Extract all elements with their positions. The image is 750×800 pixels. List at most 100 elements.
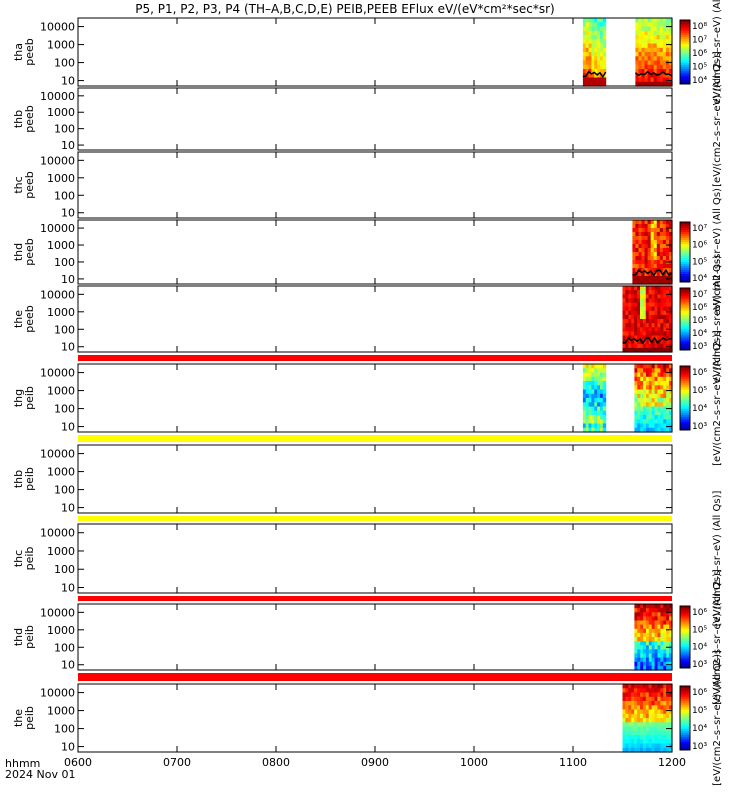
y-tick-label: 100 — [54, 563, 75, 576]
colorbar-frame — [679, 287, 691, 351]
panel-label-line: thd — [12, 243, 25, 261]
panel-frame — [77, 151, 673, 219]
colorbar-tick-label: 10⁵ — [692, 257, 707, 267]
panel-thd-peib-bar — [78, 596, 672, 601]
colorbar-frame — [679, 221, 691, 283]
x-tick-label: 0600 — [64, 756, 92, 769]
panel-frame — [77, 603, 673, 671]
panel-the-peib-bar — [78, 673, 672, 681]
colorbar-tick-label: 10⁶ — [692, 303, 707, 313]
panel-label-line: tha — [12, 43, 25, 61]
colorbar-tick-label: 10³ — [692, 660, 707, 670]
y-tick-label: 10000 — [40, 21, 75, 34]
status-bar-yellow — [78, 516, 672, 521]
panel-frame — [77, 683, 673, 753]
y-tick-label: 10000 — [40, 288, 75, 301]
y-tick-label: 1000 — [47, 385, 75, 398]
x-tick-label: 0700 — [163, 756, 191, 769]
y-tick-label: 1000 — [47, 466, 75, 479]
y-tick-label: 1000 — [47, 624, 75, 637]
y-tick-label: 10000 — [40, 90, 75, 103]
colorbar-tick-label: 10⁴ — [692, 404, 707, 414]
colorbar-tick-label: 10⁷ — [692, 290, 707, 300]
y-tick-label: 100 — [54, 403, 75, 416]
panel-label-line: peib — [23, 625, 36, 649]
colorbar-tick-label: 10⁷ — [692, 36, 707, 46]
colorbar-label: eV/(cm2–s–sr–eV) (Al — [712, 0, 723, 105]
y-tick-label: 10000 — [40, 367, 75, 380]
y-tick-label: 10000 — [40, 222, 75, 235]
colorbar-tick-label: 10⁴ — [692, 724, 707, 734]
colorbar-tick-label: 10⁸ — [692, 22, 707, 32]
panel-frame — [77, 444, 673, 514]
colorbar-tick-label: 10⁴ — [692, 329, 707, 339]
panel-label-line: the — [12, 709, 25, 727]
colorbar-tick-label: 10⁵ — [692, 316, 707, 326]
colorbar-label: [eV/(cm2–s–sr–eV) (All Qs)] — [712, 569, 723, 705]
colorbar: 10⁷ 10⁶ 10⁵ 10⁴ — [679, 221, 707, 284]
x-tick-label: 1100 — [559, 756, 587, 769]
panel-frame — [77, 285, 673, 353]
colorbar-tick-label: 10⁵ — [692, 625, 707, 635]
spectrogram-block — [622, 684, 673, 753]
panel-frame — [77, 219, 673, 285]
x-axis-label-line1: hhmm — [5, 757, 41, 770]
panel-label-line: thd — [12, 628, 25, 646]
y-tick-label: 10 — [61, 582, 75, 595]
y-tick-label: 100 — [54, 123, 75, 136]
spectrogram-block — [634, 18, 673, 87]
panel-label-line: peeb — [23, 171, 36, 199]
y-tick-label: 10000 — [40, 606, 75, 619]
spectrogram-block — [582, 364, 607, 433]
y-tick-label: 1000 — [47, 106, 75, 119]
x-tick-label: 1000 — [460, 756, 488, 769]
panel-label-line: peeb — [23, 38, 36, 66]
spectrogram-block — [582, 18, 607, 87]
colorbar: 10⁷ 10⁶ 10⁵ 10⁴ 10³ — [679, 287, 707, 352]
colorbar-label: [eV/(cm2–s–sr–eV) (All Qs)] — [712, 51, 723, 187]
panel-label-line: peib — [23, 386, 36, 410]
spacecraft-potential-line — [582, 70, 607, 79]
panel-label-line: peib — [23, 706, 36, 730]
y-tick-label: 100 — [54, 323, 75, 336]
spectrogram-block — [634, 604, 673, 671]
panel-tha-peib — [78, 355, 672, 361]
colorbar-tick-label: 10⁶ — [692, 688, 707, 698]
spacecraft-potential-line — [622, 336, 673, 345]
panel-frame — [77, 87, 673, 151]
y-tick-label: 10 — [61, 207, 75, 220]
y-tick-label: 10 — [61, 273, 75, 286]
colorbar: 10⁶ 10⁵ 10⁴ 10³ — [679, 685, 707, 752]
colorbar-frame — [679, 605, 691, 669]
status-bar-red — [78, 673, 672, 681]
spectrogram-block — [632, 220, 673, 285]
colorbar-tick-label: 10³ — [692, 742, 707, 752]
colorbar: 10⁸ 10⁷ 10⁶ 10⁵ 10⁴ — [679, 19, 707, 86]
colorbar-label: [eV/(cm2–s–sr–eV) (All Qs)] — [712, 330, 723, 466]
y-tick-label: 10000 — [40, 154, 75, 167]
y-tick-label: 10 — [61, 139, 75, 152]
colorbar-tick-label: 10³ — [692, 342, 707, 352]
y-tick-label: 10 — [61, 502, 75, 515]
y-tick-label: 1000 — [47, 306, 75, 319]
y-tick-label: 10 — [61, 659, 75, 672]
panel-label-line: peib — [23, 467, 36, 491]
panel-label-line: thc — [12, 550, 25, 567]
colorbar-tick-label: 10⁴ — [692, 643, 707, 653]
panel-label-line: thb — [12, 470, 25, 488]
panel-label-line: thb — [12, 110, 25, 128]
panel-label-line: thg — [12, 389, 25, 407]
y-tick-label: 10000 — [40, 448, 75, 461]
y-tick-label: 1000 — [47, 239, 75, 252]
x-tick-label: 0900 — [361, 756, 389, 769]
panel-label-line: peeb — [23, 305, 36, 333]
colorbar-label: eV/(cm2–s–sr–eV) (All Qs) — [712, 255, 723, 383]
